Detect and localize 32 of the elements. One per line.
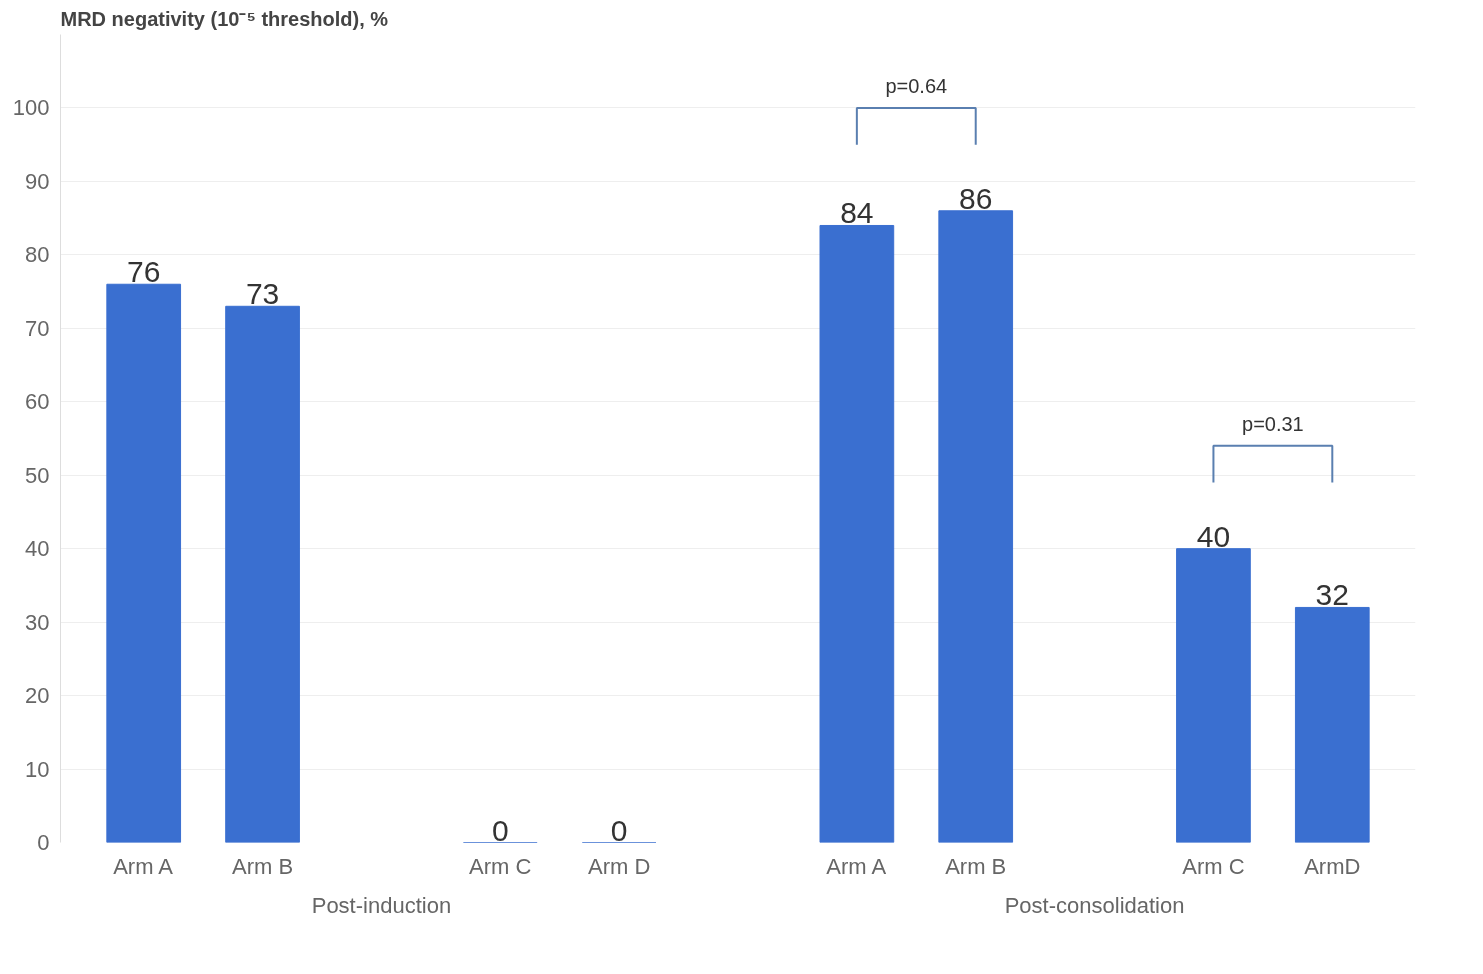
y-tick-label: 10 xyxy=(25,756,50,782)
chart-title: MRD negativity (10⁻⁵ threshold), % xyxy=(60,7,389,30)
x-tick-label: ArmD xyxy=(1304,853,1361,879)
x-tick-label: Arm A xyxy=(826,853,887,879)
y-tick-label: 20 xyxy=(25,683,50,709)
data-label: 84 xyxy=(840,196,874,230)
y-tick-label: 80 xyxy=(25,242,50,268)
x-tick-label: Arm B xyxy=(945,853,1007,879)
y-tick-label: 70 xyxy=(25,315,50,341)
annotation: p=0.64 xyxy=(885,74,948,97)
annotation: p=0.31 xyxy=(1242,412,1304,435)
text: Post-consolidation xyxy=(1004,892,1185,918)
data-label: 73 xyxy=(245,277,280,311)
data-label: 40 xyxy=(1196,519,1231,553)
y-tick-label: 40 xyxy=(25,536,50,562)
y-tick-label: 50 xyxy=(25,462,50,488)
x-tick-label: Arm D xyxy=(587,853,651,879)
data-label: 0 xyxy=(610,813,628,847)
y-tick-label: 90 xyxy=(25,168,50,194)
x-tick-label: Arm A xyxy=(113,853,174,879)
x-tick-label: Arm C xyxy=(1182,853,1245,879)
data-label: 76 xyxy=(127,255,161,289)
y-tick-label: 60 xyxy=(25,389,50,415)
y-tick-label: 100 xyxy=(12,95,50,121)
y-tick-label: 30 xyxy=(25,609,50,635)
text: Post-induction xyxy=(311,892,452,918)
data-label: 86 xyxy=(959,181,993,215)
x-tick-label: Arm B xyxy=(232,853,294,879)
x-tick-label: Arm C xyxy=(469,853,532,879)
data-label: 32 xyxy=(1315,578,1349,612)
data-label: 0 xyxy=(491,813,509,847)
y-tick-label: 0 xyxy=(37,830,50,855)
